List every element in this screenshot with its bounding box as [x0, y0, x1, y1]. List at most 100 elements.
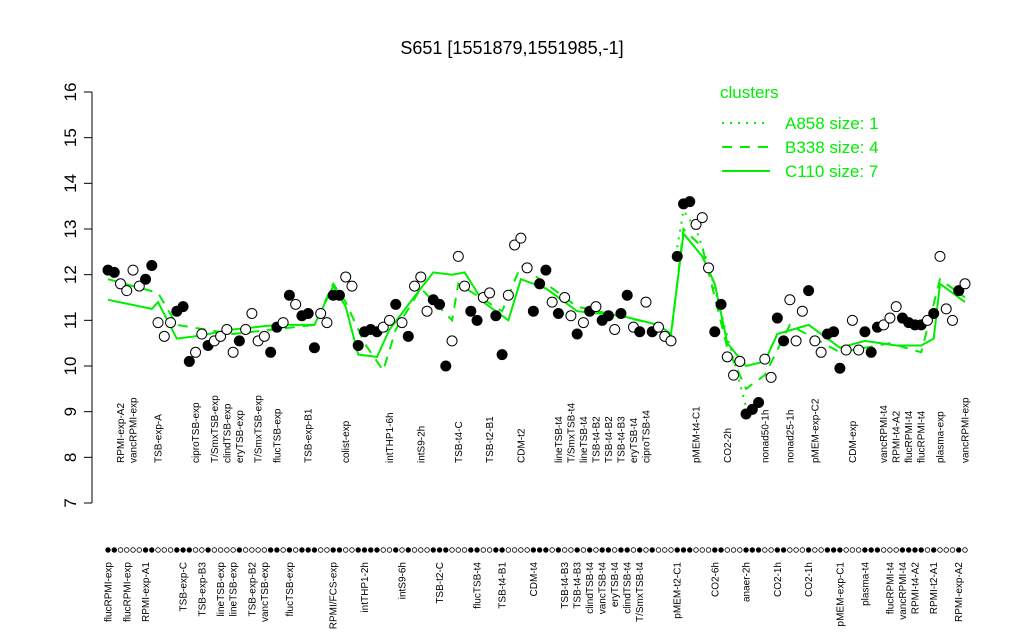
rug-dot — [224, 547, 230, 553]
rug-dot — [956, 547, 962, 553]
x-tick-label: T/SmxTSB-exp — [210, 395, 221, 463]
rug-dot — [261, 547, 268, 553]
y-tick-label: 12 — [61, 265, 80, 284]
rug-dot — [430, 547, 436, 553]
rug-dot — [124, 547, 130, 553]
x-tick-label: plasma-exp — [935, 411, 946, 463]
data-point — [471, 314, 483, 326]
x-tick-label: T/SmxTSB-t4 — [566, 403, 577, 463]
y-tick-label: 7 — [61, 498, 80, 507]
data-point — [640, 296, 652, 308]
y-tick-label: 15 — [61, 128, 80, 147]
rug-dot — [586, 547, 593, 553]
x-tick-label: flucRPMI-t4 — [917, 410, 928, 463]
rug-dot — [699, 547, 705, 553]
rug-dot — [749, 547, 756, 553]
data-point — [884, 312, 896, 324]
x-tick-label: clindTSB-t4 — [585, 562, 596, 614]
data-point — [333, 289, 345, 301]
x-tick-label: TSB-t4-B2 — [604, 416, 615, 463]
x-tick-label: intS9-2h — [416, 426, 427, 463]
data-point — [421, 305, 433, 317]
rug-dot — [361, 547, 368, 553]
data-point — [502, 289, 514, 301]
data-point — [258, 330, 270, 342]
rug-dot — [149, 547, 155, 553]
data-point — [746, 403, 758, 415]
x-tick-label: RPMI-t4-A2 — [892, 410, 903, 463]
rug-dot — [299, 547, 305, 553]
data-point — [946, 314, 958, 326]
rug-dot — [111, 547, 117, 553]
rug-dot — [493, 547, 499, 553]
data-point — [546, 296, 558, 308]
rug-dot — [518, 547, 524, 553]
data-point — [721, 351, 733, 363]
data-point — [846, 314, 858, 326]
data-point — [246, 307, 258, 319]
rug-dot — [674, 547, 680, 553]
data-point — [859, 326, 871, 338]
rug-dot — [668, 547, 674, 553]
rug-dot — [186, 547, 193, 553]
y-tick-label: 9 — [61, 407, 80, 416]
rug-dot — [174, 547, 180, 553]
x-tick-label: TSB-t4-B1 — [498, 562, 509, 609]
data-point — [771, 312, 783, 324]
data-point — [127, 264, 139, 276]
y-tick-label: 11 — [61, 312, 80, 330]
rug-dot — [718, 547, 724, 553]
rug-dot — [524, 547, 530, 553]
x-tick-label: TSB-t4-B3 — [616, 416, 627, 463]
x-tick-label: pMEM-t2-C1 — [673, 562, 684, 619]
rug-dot — [211, 547, 218, 553]
data-point — [133, 280, 145, 292]
x-tick-label: CDM-t2 — [516, 428, 527, 463]
x-tick-label: RPMI-t2-A1 — [929, 562, 940, 615]
rug-dot — [868, 547, 874, 553]
data-point — [402, 330, 414, 342]
rug-dot — [192, 547, 199, 553]
rug-dot — [912, 547, 918, 553]
data-point — [196, 328, 208, 340]
x-tick-label: pMEM-exp-C2 — [810, 398, 821, 463]
rug-dot — [274, 547, 280, 553]
rug-dot — [774, 547, 781, 553]
rug-dot — [637, 547, 643, 553]
rug-dot — [924, 547, 931, 553]
data-point — [515, 232, 527, 244]
data-point — [240, 323, 252, 335]
rug-dot — [680, 547, 687, 553]
x-tick-label: lineTSB-exp — [216, 562, 227, 617]
rug-dot — [180, 547, 186, 553]
rug-dot — [787, 547, 793, 553]
rug-dot — [530, 547, 537, 553]
data-point — [465, 305, 477, 317]
legend-title: clusters — [720, 83, 779, 102]
rug-dot — [449, 547, 455, 553]
rug-dot — [730, 547, 737, 553]
x-tick-label: intS9-6h — [398, 562, 409, 599]
x-tick-label: vancRPMI-t4 — [879, 405, 890, 463]
legend-label: B338 size: 4 — [785, 138, 879, 157]
data-point — [878, 319, 890, 331]
rug-dot — [399, 547, 405, 553]
y-tick-label: 8 — [61, 453, 80, 462]
rug-dot — [555, 547, 562, 553]
legend-label: A858 size: 1 — [785, 114, 879, 133]
rug-dot — [317, 547, 324, 553]
rug-dot — [393, 547, 399, 553]
rug-dot — [568, 547, 574, 553]
rug-dot — [324, 547, 330, 553]
rug-dot — [574, 547, 580, 553]
rug-dot — [630, 547, 637, 553]
data-point — [815, 346, 827, 358]
data-point — [753, 397, 765, 409]
data-point — [115, 278, 127, 290]
data-point — [796, 305, 808, 317]
data-point — [703, 262, 715, 274]
data-point — [340, 271, 352, 283]
rug-dot — [755, 547, 762, 553]
rug-dot — [255, 547, 261, 553]
data-point — [928, 307, 940, 319]
